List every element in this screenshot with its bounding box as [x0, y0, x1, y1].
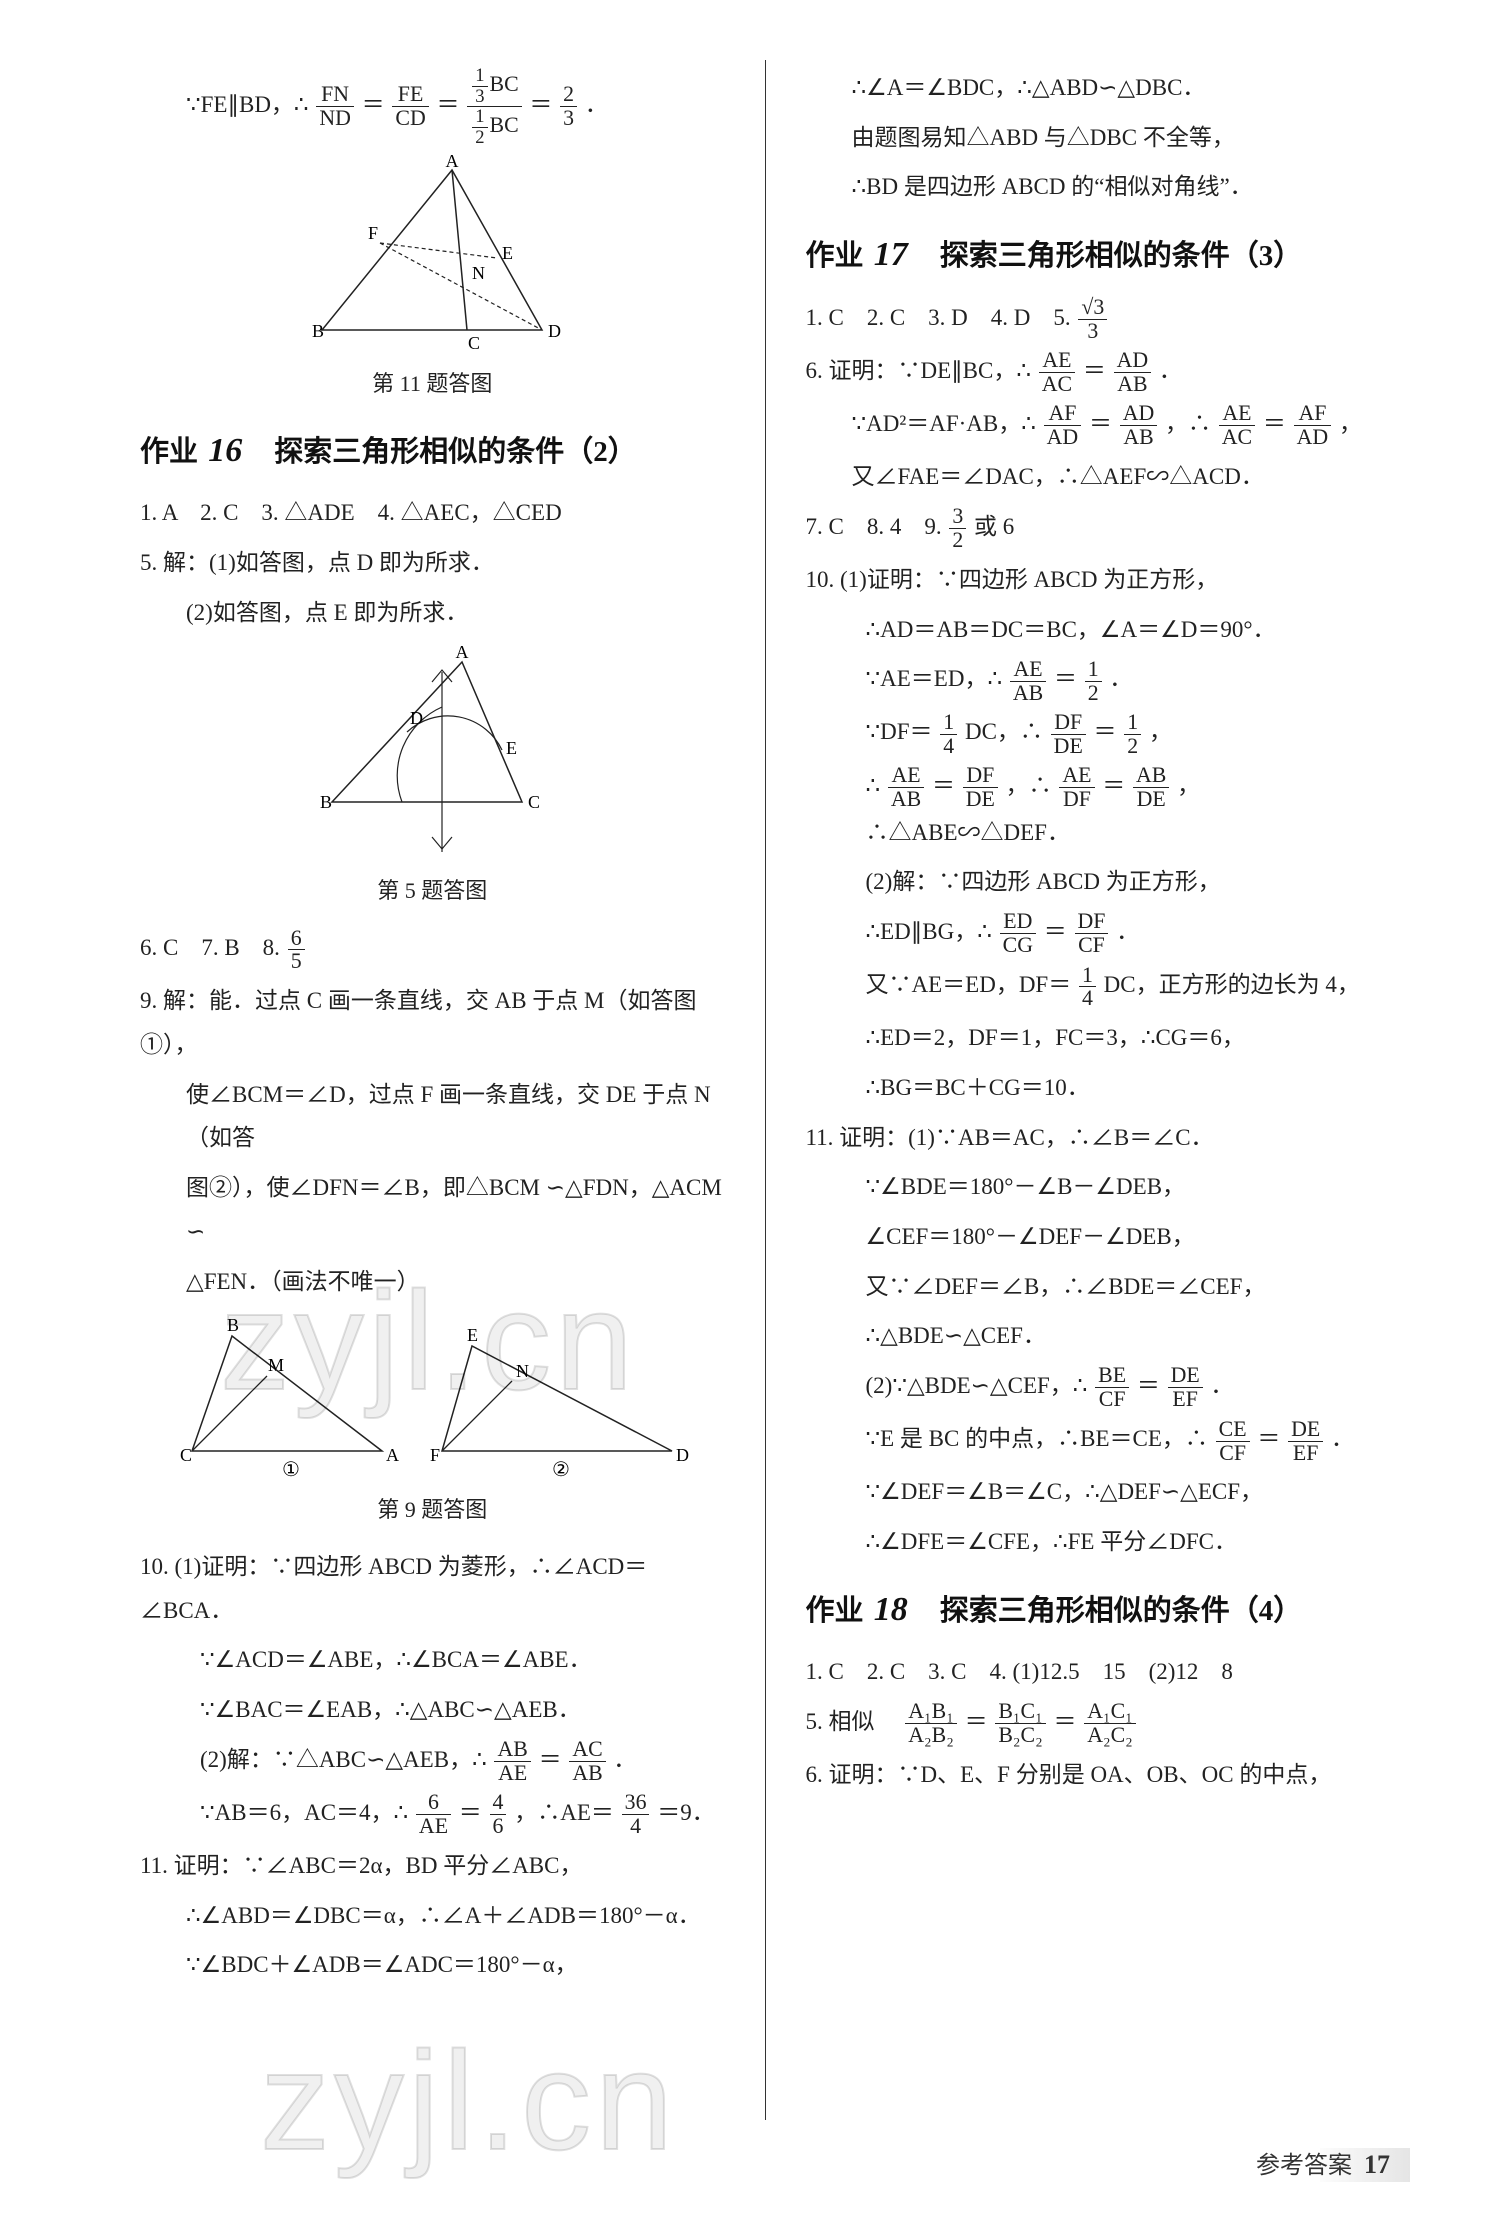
- svg-text:A: A: [386, 1445, 399, 1465]
- ans-16-5b: (2)如答图，点 E 即为所求．: [140, 591, 725, 635]
- ans-17-11i: ∴∠DFE＝∠CFE，∴FE 平分∠DFC．: [806, 1520, 1391, 1564]
- ans-16-10b: ∵∠ACD＝∠ABE，∴∠BCA＝∠ABE．: [140, 1638, 725, 1682]
- svg-text:M: M: [268, 1355, 284, 1375]
- left-column: ∵FE∥BD，∴ FNND ＝ FECD ＝ 13BC 12BC ＝ 23 ．: [120, 60, 766, 2120]
- svg-text:C: C: [528, 792, 540, 812]
- fig11-caption: 第 11 题答图: [140, 363, 725, 405]
- r0c: ∴BD 是四边形 ABCD 的“相似对角线”．: [806, 165, 1391, 209]
- t: ∵FE∥BD，∴: [186, 92, 309, 117]
- ans-16-11c: ∵∠BDC＋∠ADB＝∠ADC＝180°－α，: [140, 1943, 725, 1987]
- frac: 13BC 12BC: [467, 66, 521, 147]
- ans-16-10e: ∵AB＝6，AC＝4，∴ 6AE ＝ 46 ，∴AE＝ 364 ＝9．: [140, 1791, 725, 1838]
- ans-16-1-4: 1. A 2. C 3. △ADE 4. △AEC，△CED: [140, 491, 725, 535]
- ans-17-11b: ∵∠BDE＝180°－∠B－∠DEB，: [806, 1165, 1391, 1209]
- fig9-caption: 第 9 题答图: [140, 1489, 725, 1531]
- section-16-title: 作业 16 探索三角形相似的条件（2）: [140, 419, 725, 484]
- svg-text:E: E: [467, 1325, 478, 1345]
- svg-text:B: B: [312, 321, 324, 341]
- svg-text:C: C: [468, 333, 480, 353]
- ans-17-11f: (2)∵△BDE∽△CEF，∴ BECF ＝ DEEF ．: [806, 1364, 1391, 1411]
- triangle-11-svg: A B C D F E N: [282, 155, 582, 355]
- svg-text:A: A: [456, 642, 469, 662]
- triangle-5-svg: A B C D E: [292, 642, 572, 862]
- ans-16-9a: 9. 解：能．过点 C 画一条直线，交 AB 于点 M（如答图①），: [140, 979, 725, 1066]
- page: ∵FE∥BD，∴ FNND ＝ FECD ＝ 13BC 12BC ＝ 23 ．: [0, 0, 1500, 2230]
- ans-16-10a: 10. (1)证明：∵四边形 ABCD 为菱形，∴∠ACD＝∠BCA．: [140, 1545, 725, 1632]
- ans-18-1-4: 1. C 2. C 3. C 4. (1)12.5 15 (2)12 8: [806, 1650, 1391, 1694]
- ans-17-10c: ∵AE＝ED，∴ AEAB ＝ 12 ．: [806, 657, 1391, 704]
- ans-17-6b: ∵AD²＝AF·AB，∴ AFAD ＝ ADAB ，∴ AEAC ＝ AFAD …: [806, 402, 1391, 449]
- ans-16-9b: 使∠BCM＝∠D，过点 F 画一条直线，交 DE 于点 N（如答: [140, 1073, 725, 1160]
- ans-17-10f: (2)解：∵四边形 ABCD 为正方形，: [806, 860, 1391, 904]
- ans-17-10i: ∴ED＝2，DF＝1，FC＝3，∴CG＝6，: [806, 1016, 1391, 1060]
- ans-16-9d: △FEN．（画法不唯一）: [140, 1260, 725, 1304]
- two-column-layout: ∵FE∥BD，∴ FNND ＝ FECD ＝ 13BC 12BC ＝ 23 ．: [120, 60, 1410, 2120]
- svg-text:F: F: [430, 1445, 440, 1465]
- ans-18-6: 6. 证明：∵D、E、F 分别是 OA、OB、OC 的中点，: [806, 1753, 1391, 1797]
- ans-16-6-8: 6. C 7. B 8. 65: [140, 926, 725, 973]
- ans-16-9c: 图②），使∠DFN＝∠B，即△BCM ∽△FDN，△ACM ∽: [140, 1166, 725, 1253]
- svg-text:A: A: [446, 155, 459, 171]
- triangles-9-svg: B M C A ① E N F D ②: [172, 1311, 692, 1481]
- ans-17-11a: 11. 证明：(1)∵AB＝AC，∴∠B＝∠C．: [806, 1116, 1391, 1160]
- footer-label: 参考答案: [1256, 2153, 1352, 2179]
- frac: FECD: [392, 83, 428, 130]
- ans-17-1-5: 1. C 2. C 3. D 4. D 5. √33: [806, 296, 1391, 343]
- svg-text:D: D: [676, 1445, 689, 1465]
- page-number: 17: [1364, 2150, 1390, 2179]
- ans-17-11d: 又∵∠DEF＝∠B，∴∠BDE＝∠CEF，: [806, 1265, 1391, 1309]
- ans-16-10c: ∵∠BAC＝∠EAB，∴△ABC∽△AEB．: [140, 1688, 725, 1732]
- fig5-caption: 第 5 题答图: [140, 870, 725, 912]
- svg-text:②: ②: [552, 1459, 570, 1481]
- svg-text:E: E: [502, 243, 513, 263]
- svg-text:①: ①: [282, 1459, 300, 1481]
- svg-text:D: D: [410, 708, 423, 728]
- frac: FNND: [316, 83, 354, 130]
- ans-18-5: 5. 相似 A₁B₁A₂B₂ ＝ B₁C₁B₂C₂ ＝ A₁C₁A₂C₂: [806, 1700, 1391, 1747]
- ans-17-10d: ∵DF＝ 14 DC，∴ DFDE ＝ 12 ，: [806, 710, 1391, 757]
- ans-17-6d: 又∠FAE＝∠DAC，∴△AEF∽△ACD．: [806, 455, 1391, 499]
- page-footer: 参考答案 17: [1256, 2145, 1390, 2180]
- svg-text:E: E: [506, 738, 517, 758]
- ans-17-11h: ∵∠DEF＝∠B＝∠C，∴△DEF∽△ECF，: [806, 1470, 1391, 1514]
- svg-text:B: B: [227, 1315, 239, 1335]
- section-18-title: 作业 18 探索三角形相似的条件（4）: [806, 1578, 1391, 1643]
- figure-9: B M C A ① E N F D ②: [140, 1311, 725, 1481]
- line-fe-bd: ∵FE∥BD，∴ FNND ＝ FECD ＝ 13BC 12BC ＝ 23 ．: [140, 66, 725, 147]
- right-column: ∴∠A＝∠BDC，∴△ABD∽△DBC． 由题图易知△ABD 与△DBC 不全等…: [766, 60, 1411, 2120]
- r0a: ∴∠A＝∠BDC，∴△ABD∽△DBC．: [806, 66, 1391, 110]
- frac: 23: [560, 83, 577, 130]
- ans-17-11e: ∴△BDE∽△CEF．: [806, 1314, 1391, 1358]
- figure-11: A B C D F E N: [140, 155, 725, 355]
- ans-17-11g: ∵E 是 BC 的中点，∴BE＝CE，∴ CECF ＝ DEEF ．: [806, 1417, 1391, 1464]
- ans-17-7-9: 7. C 8. 4 9. 32 或 6: [806, 505, 1391, 552]
- svg-text:D: D: [548, 321, 561, 341]
- svg-text:F: F: [368, 223, 378, 243]
- ans-17-11c: ∠CEF＝180°－∠DEF－∠DEB，: [806, 1215, 1391, 1259]
- r0b: 由题图易知△ABD 与△DBC 不全等，: [806, 116, 1391, 160]
- svg-text:C: C: [180, 1445, 192, 1465]
- ans-16-11b: ∴∠ABD＝∠DBC＝α，∴∠A＋∠ADB＝180°－α．: [140, 1894, 725, 1938]
- ans-16-10d: (2)解：∵△ABC∽△AEB，∴ ABAE ＝ ACAB ．: [140, 1738, 725, 1785]
- figure-5: A B C D E: [140, 642, 725, 862]
- ans-17-10g: ∴ED∥BG，∴ EDCG ＝ DFCF ．: [806, 910, 1391, 957]
- ans-17-10h: 又∵AE＝ED，DF＝ 14 DC，正方形的边长为 4，: [806, 963, 1391, 1010]
- svg-text:N: N: [516, 1361, 529, 1381]
- ans-16-5a: 5. 解：(1)如答图，点 D 即为所求．: [140, 541, 725, 585]
- ans-17-10b: ∴AD＝AB＝DC＝BC，∠A＝∠D＝90°．: [806, 608, 1391, 652]
- ans-17-10j: ∴BG＝BC＋CG＝10．: [806, 1066, 1391, 1110]
- ans-16-11a: 11. 证明：∵∠ABC＝2α，BD 平分∠ABC，: [140, 1844, 725, 1888]
- ans-17-6a: 6. 证明：∵DE∥BC，∴ AEAC ＝ ADAB ．: [806, 349, 1391, 396]
- svg-text:B: B: [320, 792, 332, 812]
- ans-17-10a: 10. (1)证明：∵四边形 ABCD 为正方形，: [806, 558, 1391, 602]
- svg-text:N: N: [472, 263, 485, 283]
- section-17-title: 作业 17 探索三角形相似的条件（3）: [806, 223, 1391, 288]
- ans-17-10e: ∴ AEAB ＝ DFDE ，∴ AEDF ＝ ABDE ，∴△ABE∽△DEF…: [806, 764, 1391, 855]
